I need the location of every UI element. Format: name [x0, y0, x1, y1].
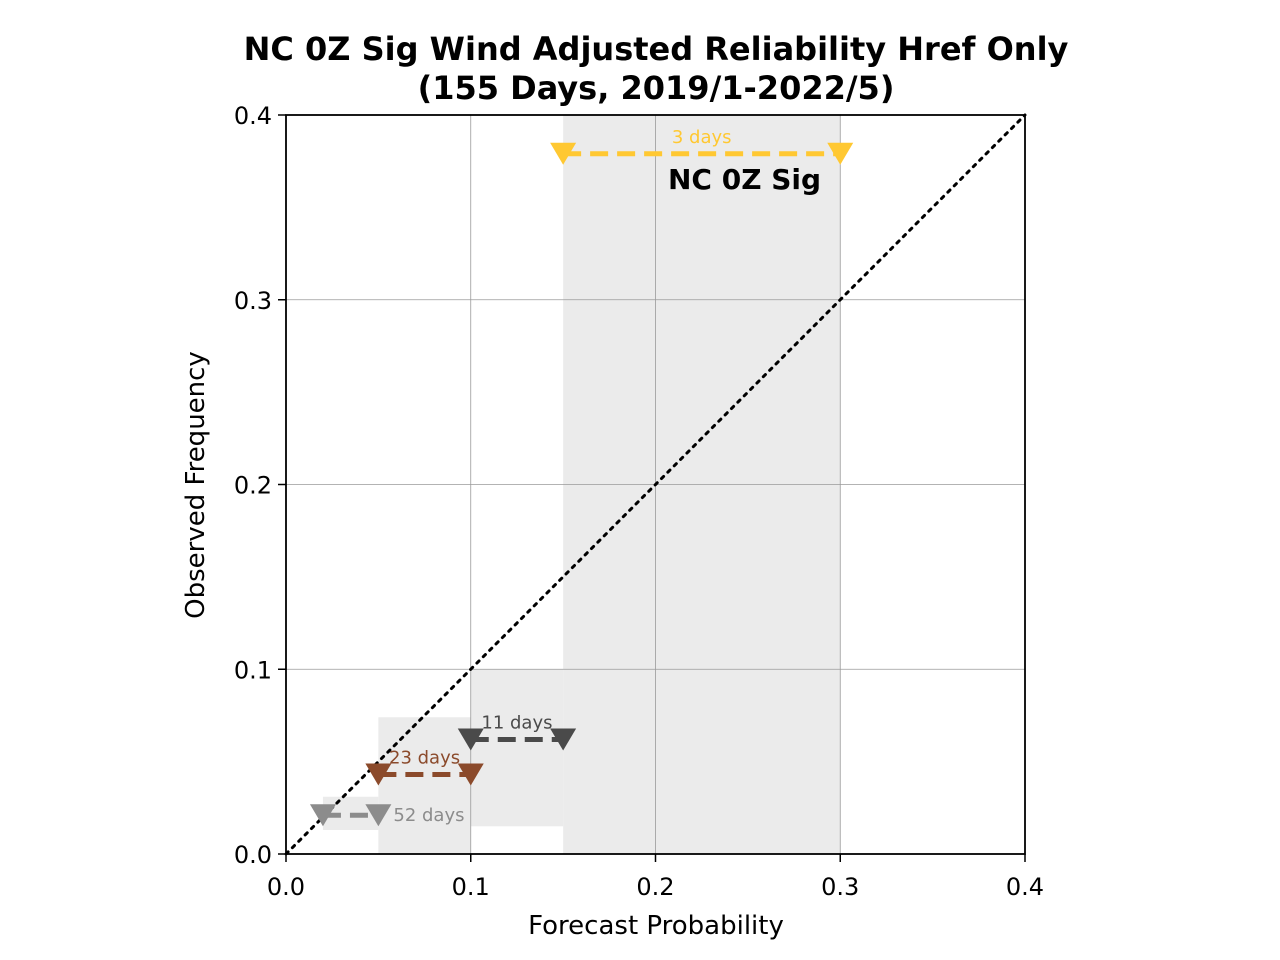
bin-marker-end-1 [457, 763, 484, 786]
range-band-2 [470, 669, 564, 827]
x-tick-label-2: 0.2 [636, 873, 674, 901]
x-tick-label-4: 0.4 [1006, 873, 1044, 901]
chart-annotation: NC 0Z Sig [668, 163, 821, 196]
bin-marker-start-0 [309, 804, 336, 827]
bin-days-label-3: 3 days [672, 127, 732, 148]
x-axis-label: Forecast Probability [528, 911, 784, 941]
bin-days-label-2: 11 days [481, 712, 552, 733]
y-tick-label-0: 0.0 [234, 841, 272, 869]
y-axis-label: Observed Frequency [181, 351, 211, 619]
y-tick-label-4: 0.4 [234, 102, 272, 130]
bin-marker-end-3 [827, 142, 854, 165]
bin-days-label-1: 23 days [389, 748, 460, 769]
y-tick-label-2: 0.2 [234, 472, 272, 500]
x-tick-label-3: 0.3 [821, 873, 859, 901]
x-axis-ticks: 0.0 0.1 0.2 0.3 0.4 [267, 854, 1044, 901]
x-tick-label-1: 0.1 [452, 873, 490, 901]
bin-marker-end-0 [365, 804, 392, 827]
x-tick-label-0: 0.0 [267, 873, 305, 901]
chart-title-line2: (155 Days, 2019/1-2022/5) [418, 69, 895, 107]
perfect-reliability-diagonal [284, 113, 1027, 856]
bin-marker-end-2 [550, 728, 577, 751]
bin-series: 52 days 23 days 11 days 3 days [309, 127, 854, 827]
bin-marker-start-3 [550, 142, 577, 165]
y-axis-ticks: 0.0 0.1 0.2 0.3 0.4 [234, 102, 286, 869]
y-tick-label-1: 0.1 [234, 656, 272, 684]
chart-title-line1: NC 0Z Sig Wind Adjusted Reliability Href… [244, 30, 1069, 68]
bin-days-label-0: 52 days [393, 805, 464, 826]
range-band-1 [378, 717, 471, 854]
y-tick-label-3: 0.3 [234, 287, 272, 315]
bin-marker-start-1 [365, 763, 392, 786]
bin-marker-start-2 [457, 728, 484, 751]
